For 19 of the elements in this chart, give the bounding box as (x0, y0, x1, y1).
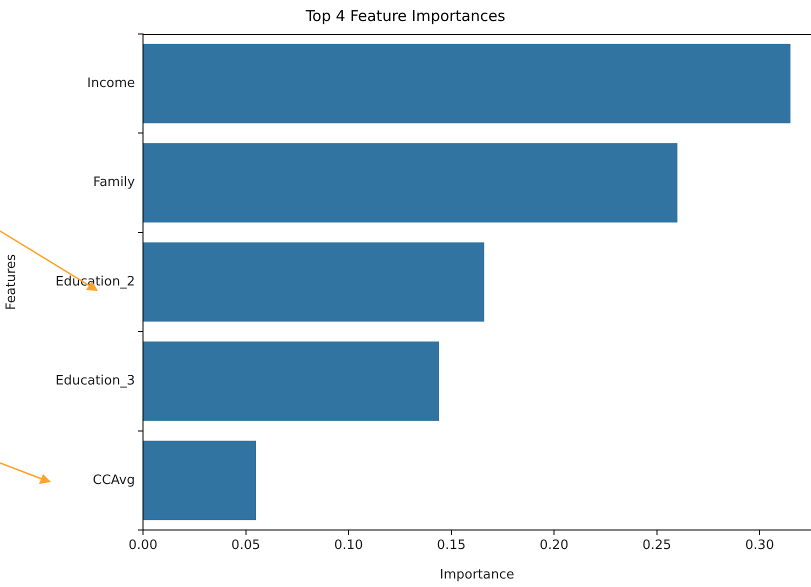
x-axis-title: Importance (440, 568, 514, 583)
x-tick-label: 0.30 (745, 538, 774, 554)
chart-title: Top 4 Feature Importances (304, 6, 506, 25)
y-tick-label: Education_3 (56, 374, 135, 389)
y-axis-title: Features (4, 254, 20, 310)
bar (144, 440, 256, 520)
y-tick-label: Income (87, 76, 135, 91)
y-tick-label: Family (93, 175, 136, 190)
y-tick-label: CCAvg (92, 472, 135, 488)
bar (144, 242, 484, 322)
x-tick-label: 0.00 (128, 538, 158, 554)
bar (144, 143, 678, 222)
bar (144, 342, 439, 421)
x-tick-label: 0.15 (436, 538, 466, 554)
x-tick-label: 0.20 (540, 538, 569, 554)
x-tick-label: 0.05 (231, 538, 260, 554)
bar (144, 44, 790, 124)
x-tick-label: 0.10 (334, 538, 364, 554)
x-tick-label: 0.25 (642, 538, 672, 554)
